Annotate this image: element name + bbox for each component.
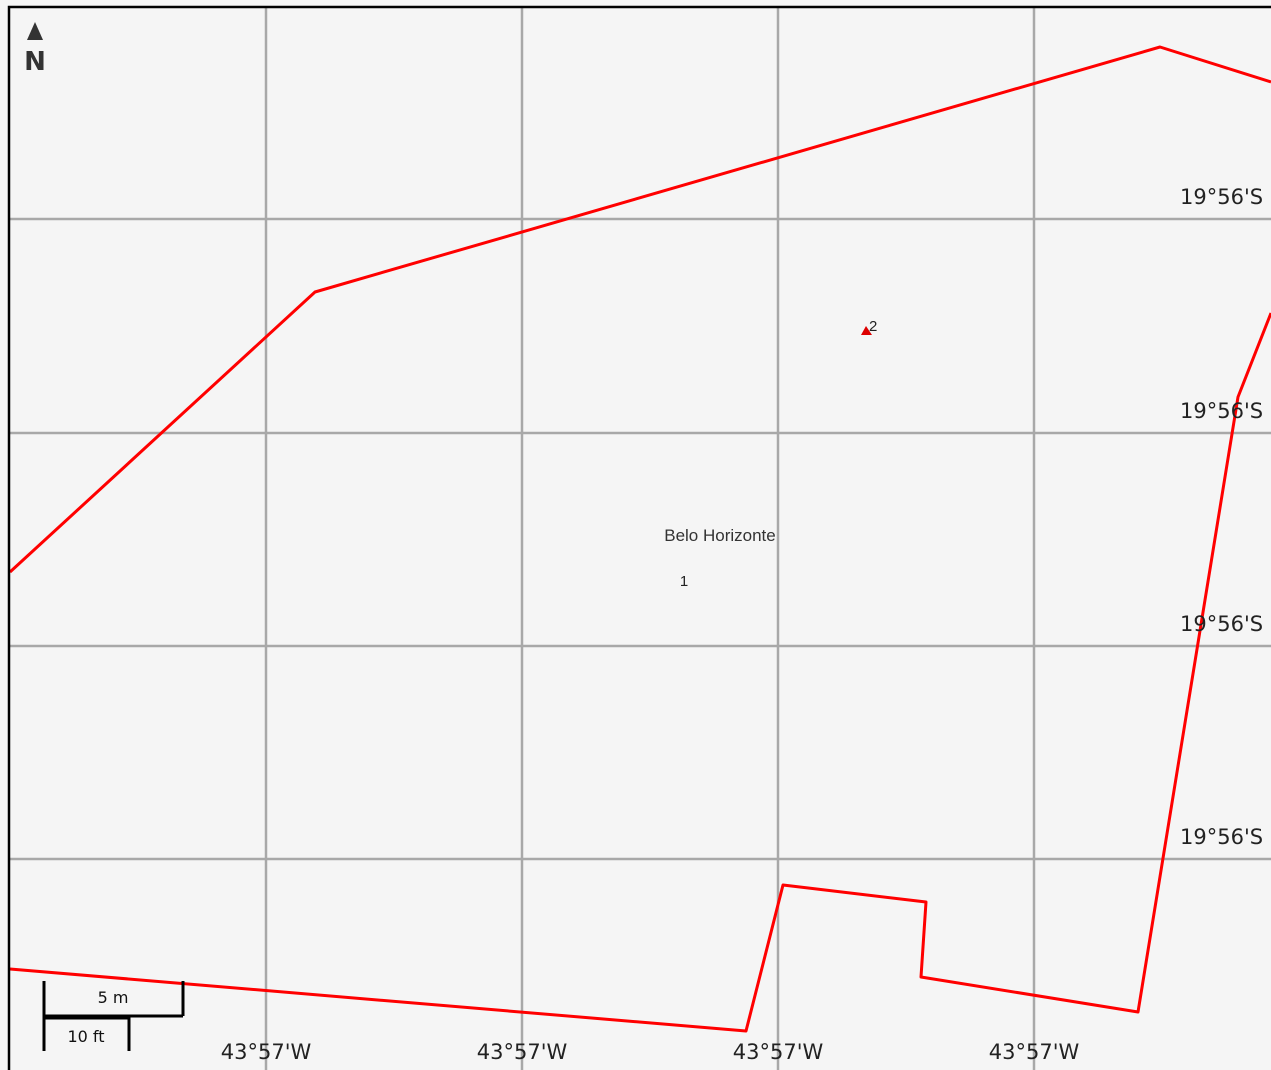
graticule xyxy=(10,8,1271,1070)
longitude-label: 43°57'W xyxy=(221,1040,312,1064)
north-arrow-icon xyxy=(27,22,43,40)
longitude-label: 43°57'W xyxy=(733,1040,824,1064)
boundary-north-edge xyxy=(8,45,1271,574)
red-triangle-marker-icon[interactable] xyxy=(861,326,872,335)
latitude-label: 19°56'S xyxy=(1180,399,1263,423)
north-arrow: N xyxy=(24,22,46,77)
latitude-labels: 19°56'S 19°56'S 19°56'S 19°56'S xyxy=(1180,185,1263,849)
marker-2[interactable]: 2 xyxy=(861,318,877,335)
marker-2-label: 2 xyxy=(869,318,877,335)
north-arrow-label: N xyxy=(24,47,46,77)
place-label: Belo Horizonte xyxy=(664,526,776,545)
longitude-labels: 43°57'W 43°57'W 43°57'W 43°57'W xyxy=(221,1040,1080,1064)
latitude-label: 19°56'S xyxy=(1180,612,1263,636)
scale-bar xyxy=(42,981,185,1051)
latitude-label: 19°56'S xyxy=(1180,185,1263,209)
longitude-label: 43°57'W xyxy=(989,1040,1080,1064)
scale-bar-metric-label: 5 m xyxy=(98,988,129,1007)
latitude-label: 19°56'S xyxy=(1180,825,1263,849)
boundary-polygon xyxy=(8,45,1271,1033)
boundary-east-south-edge xyxy=(9,312,1271,1033)
scale-bar-imperial-label: 10 ft xyxy=(67,1027,104,1046)
longitude-label: 43°57'W xyxy=(477,1040,568,1064)
marker-1-label[interactable]: 1 xyxy=(680,573,688,590)
map-frame xyxy=(7,5,1271,1070)
